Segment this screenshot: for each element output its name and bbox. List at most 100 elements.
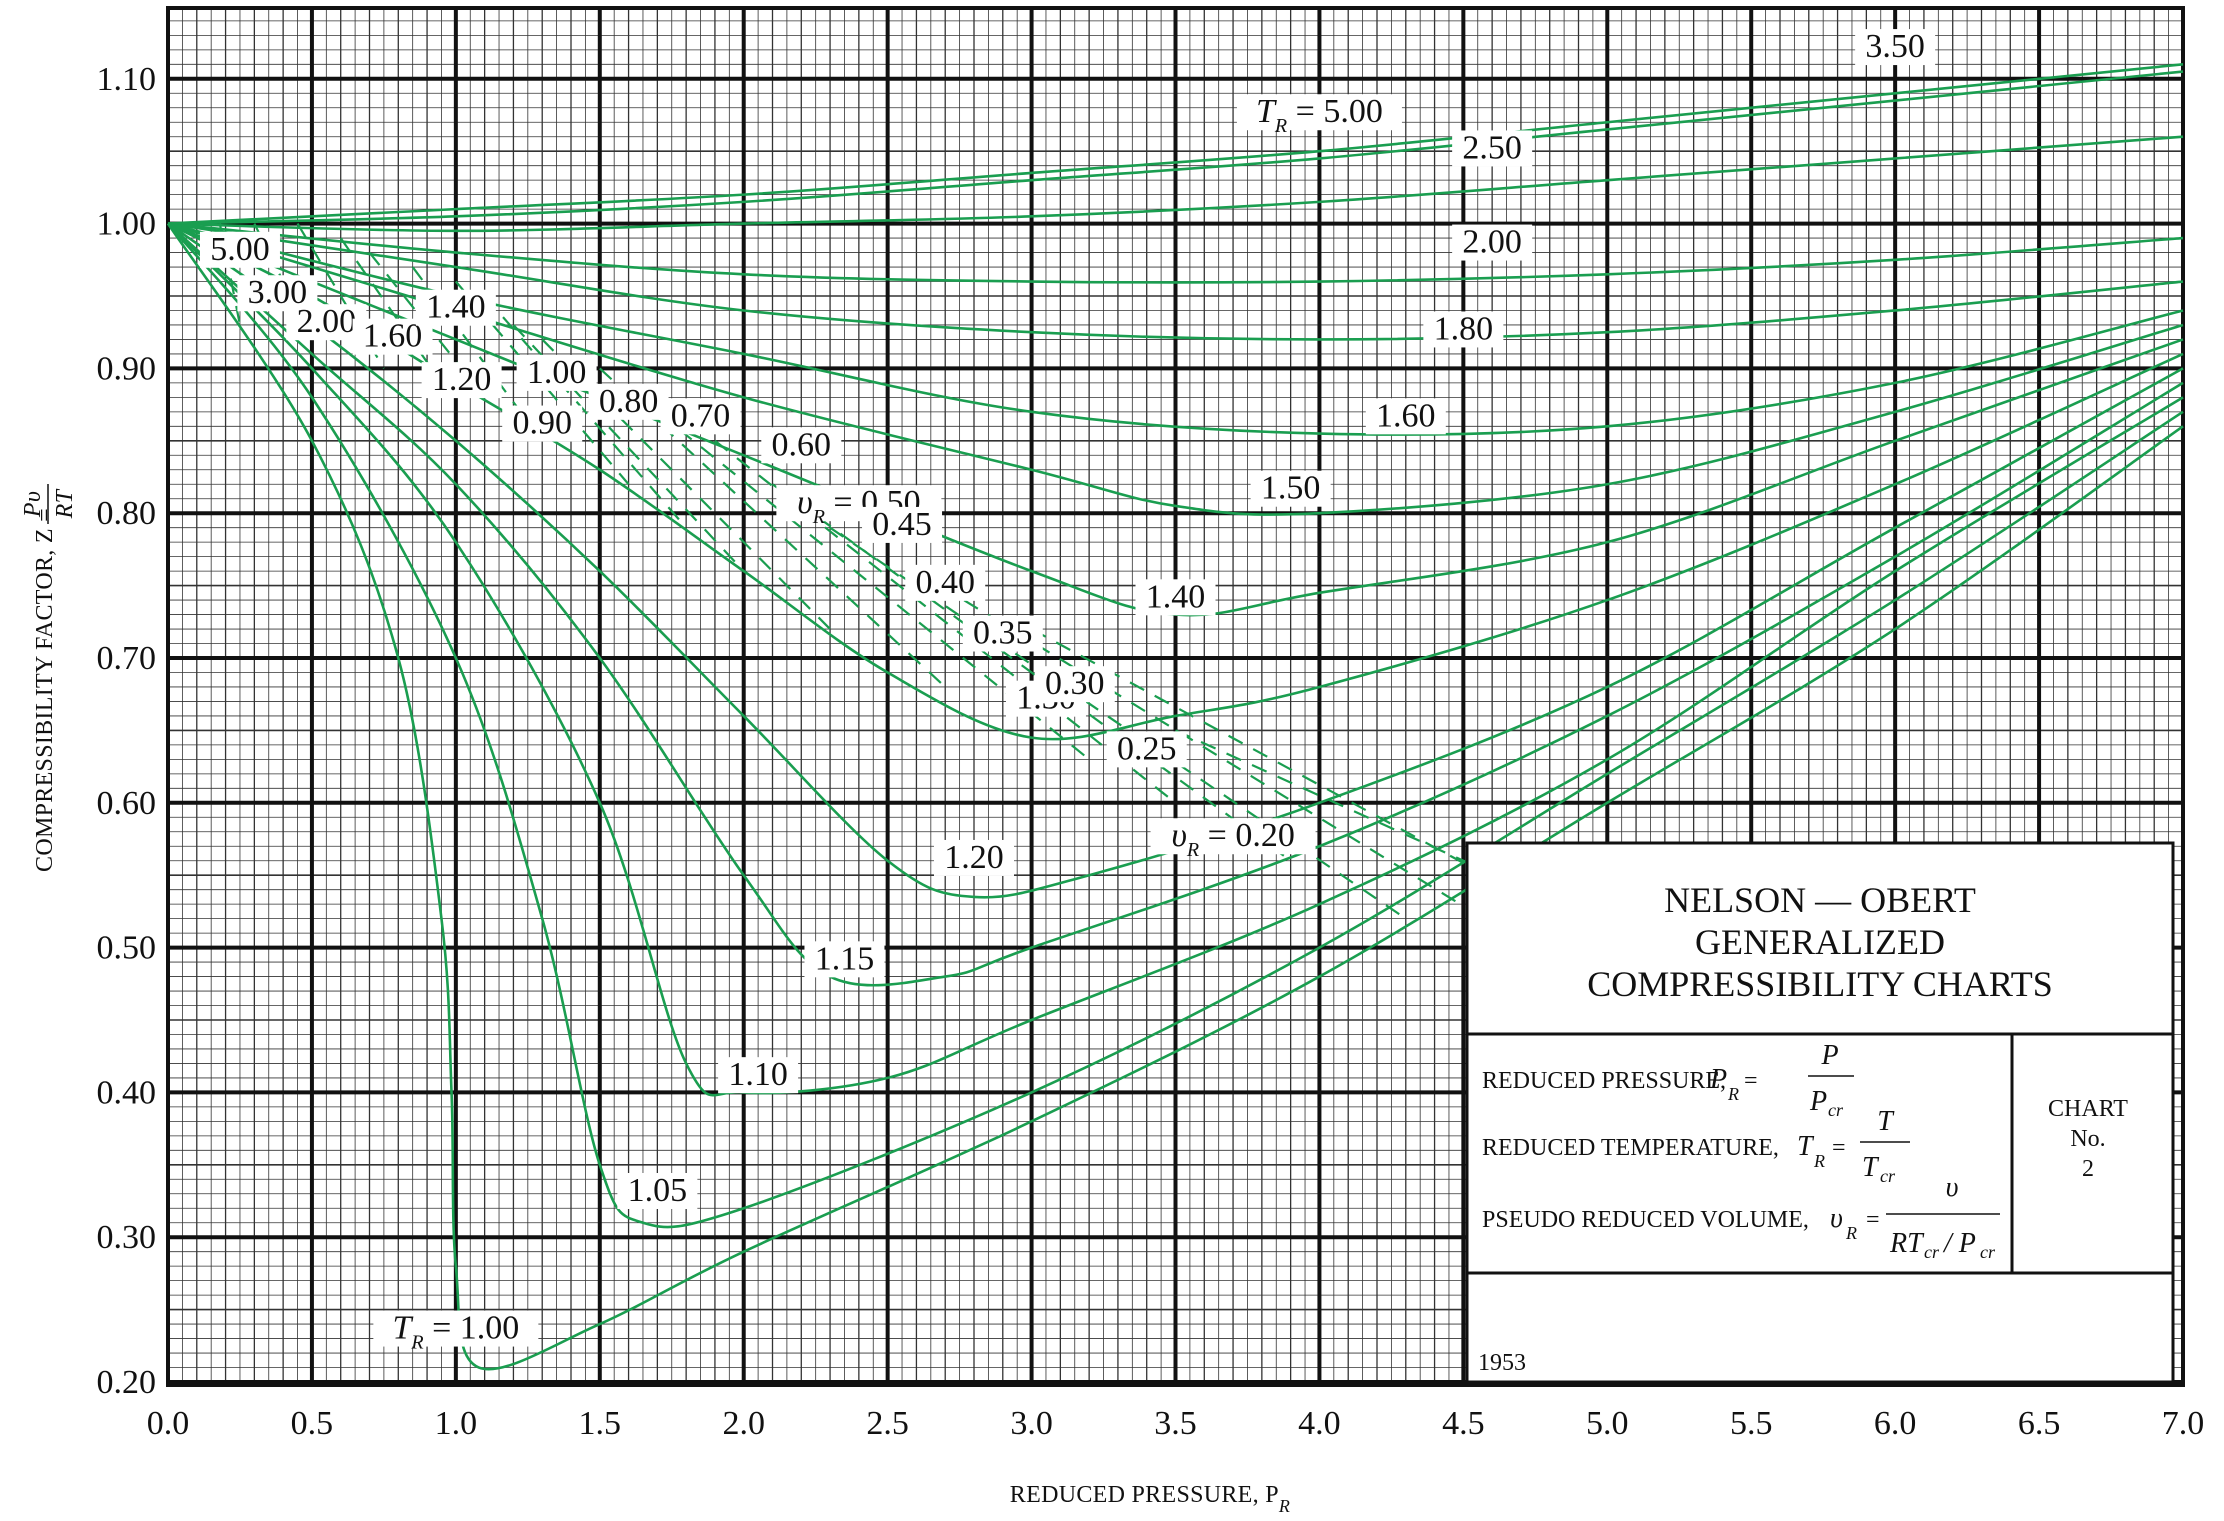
- curve-label-text: 0.30: [1045, 665, 1105, 702]
- x-tick-label: 4.5: [1442, 1405, 1485, 1442]
- curve-label-bg: [421, 362, 502, 399]
- curve-label: 1.15: [804, 940, 885, 978]
- curve-label: 2.00: [1452, 224, 1533, 261]
- curve-label-bg: [1365, 398, 1446, 435]
- y-label-numerator: Pυ: [20, 491, 46, 518]
- curve-label: 0.45: [862, 506, 943, 543]
- curve-label-text: 1.20: [944, 839, 1004, 876]
- isotherm-line-t-r-1-10: [167, 222, 2184, 1097]
- curve-label: 0.60: [761, 426, 842, 464]
- curve-label-bg: [1236, 94, 1402, 131]
- definition-pseudo-reduced-volume: PSEUDO REDUCED VOLUME, υ R = υ RT cr / P…: [1482, 1172, 2000, 1262]
- curve-label-text: 0.90: [512, 405, 572, 442]
- volume-line-v-r-0-60: [599, 367, 946, 688]
- svg-text:=: =: [1832, 1135, 1846, 1161]
- curve-label-text: 0.60: [772, 426, 832, 463]
- chart-title-line-3: COMPRESSIBILITY CHARTS: [1587, 964, 2053, 1004]
- y-tick-label: 0.80: [97, 495, 157, 532]
- svg-text:cr: cr: [1880, 1166, 1896, 1186]
- curve-label: 1.40: [415, 289, 496, 326]
- curve-label: TR = 1.00: [373, 1310, 539, 1354]
- definition-reduced-temperature: REDUCED TEMPERATURE, T R = T T cr: [1482, 1106, 1910, 1186]
- curve-label-bg: [862, 506, 943, 543]
- svg-text:=: =: [1744, 1068, 1758, 1094]
- isotherm-line-t-r-2-50: [167, 135, 2184, 233]
- isotherm-line-t-r-5-00: [167, 63, 2184, 225]
- curve-label-bg: [502, 405, 583, 442]
- curve-label-bg: [761, 427, 842, 464]
- chart-number-line-1: CHART: [2048, 1096, 2128, 1122]
- curve-label: 0.90: [502, 405, 583, 442]
- curve-label-text: TR = 1.00: [392, 1310, 519, 1354]
- curve-label: 3.50: [1855, 28, 1936, 66]
- curve-label-text: 1.60: [1376, 397, 1436, 434]
- svg-text:cr: cr: [1980, 1242, 1996, 1262]
- x-tick-label: 5.0: [1586, 1405, 1629, 1442]
- svg-text:P: P: [1809, 1086, 1827, 1117]
- isotherm-line-t-r-1-20: [167, 222, 2184, 899]
- svg-text:PSEUDO REDUCED VOLUME,: PSEUDO REDUCED VOLUME,: [1482, 1207, 1809, 1233]
- curve-label-bg: [905, 564, 986, 601]
- svg-text:υ: υ: [1830, 1203, 1843, 1234]
- curve-label: 1.60: [1365, 397, 1446, 435]
- svg-text:T: T: [1797, 1131, 1815, 1162]
- curve-label: 1.50: [1250, 470, 1331, 507]
- curve-label-text: 0.70: [671, 397, 731, 434]
- curve-label: υR = 0.20: [1150, 817, 1316, 861]
- curve-label-text: 0.45: [872, 506, 932, 543]
- curve-label-text: 2.00: [1462, 224, 1522, 261]
- volume-line-v-r-5-00: [218, 223, 242, 326]
- curve-label-text: 1.40: [1146, 578, 1206, 615]
- curve-label-bg: [1423, 311, 1504, 348]
- y-tick-label: 0.50: [97, 930, 157, 967]
- curve-label-text: 0.25: [1117, 730, 1177, 767]
- chart-info-box: NELSON — OBERT GENERALIZED COMPRESSIBILI…: [1465, 841, 2175, 1384]
- curve-label-bg: [1855, 29, 1936, 66]
- curve-label-bg: [617, 1173, 698, 1209]
- curve-label-text: 0.80: [599, 383, 659, 420]
- curve-label-text: 1.40: [426, 289, 486, 326]
- svg-text:T: T: [1877, 1106, 1895, 1137]
- curve-label-bg: [373, 1310, 539, 1347]
- x-tick-label: 2.5: [866, 1405, 909, 1442]
- chart-title-line-1: NELSON — OBERT: [1664, 880, 1976, 920]
- curve-label-bg: [199, 231, 280, 268]
- x-tick-label: 4.0: [1298, 1405, 1341, 1442]
- curve-label: 1.60: [352, 318, 433, 355]
- curve-label: 0.40: [905, 564, 986, 601]
- volume-line-v-r-0-90: [483, 295, 687, 529]
- volume-line-v-r-0-40: [771, 483, 1292, 862]
- curve-label: 1.05: [617, 1172, 698, 1209]
- curve-label-bg: [1452, 130, 1533, 167]
- svg-text:P: P: [1709, 1064, 1727, 1095]
- curve-label-text: 5.00: [210, 231, 270, 268]
- x-axis-ticks: 0.0 0.5 1.0 1.5 2.0 2.5 3.0 3.5 4.0 4.5 5.0 5.5 6.0 6…: [147, 1405, 2205, 1442]
- svg-text:cr: cr: [1924, 1242, 1940, 1262]
- curve-label-text: 2.50: [1462, 129, 1522, 166]
- chart-year: 1953: [1478, 1350, 1526, 1376]
- curve-label: 1.40: [1135, 578, 1216, 616]
- x-tick-label: 0.5: [291, 1405, 334, 1442]
- isotherm-line-t-r-1-05: [166, 222, 2184, 1229]
- curve-label-bg: [660, 398, 741, 435]
- svg-text:P: P: [1820, 1040, 1838, 1071]
- curve-label-bg: [1250, 470, 1331, 507]
- curve-label-text: 1.15: [815, 940, 875, 977]
- y-tick-label: 0.30: [97, 1219, 157, 1256]
- svg-text:υ: υ: [1946, 1172, 1959, 1203]
- curve-label-bg: [804, 941, 885, 978]
- curve-label-text: 1.05: [628, 1172, 688, 1209]
- y-axis-ticks: 0.20 0.30 0.40 0.50 0.60 0.70 0.80 0.90 1.00 1.10: [97, 61, 157, 1401]
- curve-label-text: 1.60: [363, 318, 423, 355]
- definition-reduced-pressure: REDUCED PRESSURE, P R = P P cr: [1482, 1040, 1854, 1120]
- x-tick-label: 6.5: [2018, 1405, 2061, 1442]
- curve-label-bg: [415, 289, 496, 326]
- curve-label-bg: [962, 615, 1043, 652]
- isotherm-line-t-r-1-80: [167, 222, 2184, 341]
- svg-text:COMPRESSIBILITY FACTOR, Z =: COMPRESSIBILITY FACTOR, Z =: [32, 508, 58, 872]
- curve-label-bg: [1150, 818, 1316, 855]
- curve-label-bg: [1034, 666, 1115, 703]
- curve-label-text: 1.10: [728, 1056, 788, 1093]
- x-tick-label: 3.0: [1010, 1405, 1053, 1442]
